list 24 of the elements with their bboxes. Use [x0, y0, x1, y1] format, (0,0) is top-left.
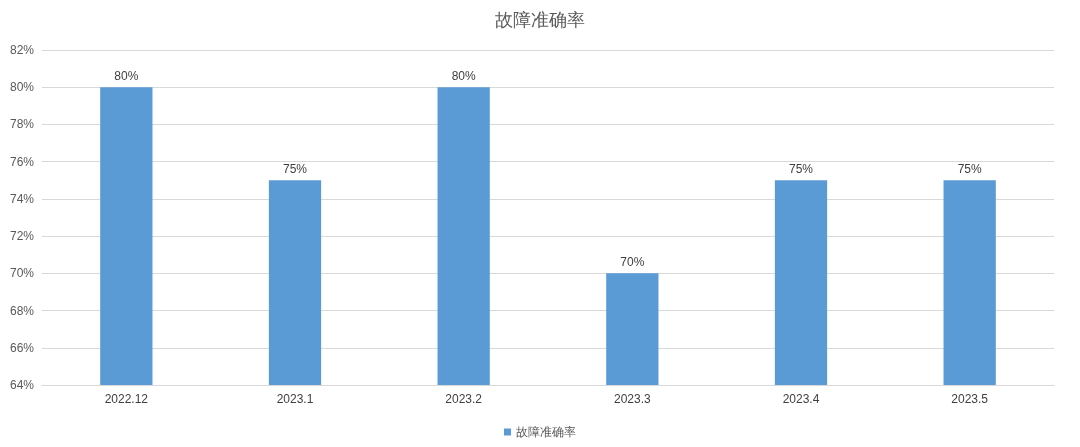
data-label: 70% [620, 255, 645, 270]
x-tick-label: 2022.12 [104, 392, 149, 406]
x-tick-label: 2023.1 [276, 392, 314, 406]
data-label: 80% [114, 69, 139, 84]
x-tick-label: 2023.4 [782, 392, 820, 406]
data-label: 75% [957, 162, 982, 177]
x-tick-label: 2023.5 [951, 392, 989, 406]
y-tick-label: 74% [9, 191, 35, 206]
y-tick-label: 72% [9, 229, 35, 244]
chart-title: 故障准确率 [495, 10, 585, 30]
y-tick-label: 68% [9, 303, 35, 318]
y-tick-label: 66% [9, 340, 35, 355]
y-tick-label: 80% [9, 80, 35, 95]
y-tick-label: 64% [9, 378, 35, 392]
data-label: 75% [282, 162, 308, 177]
data-label: 75% [788, 162, 814, 177]
y-tick-label: 70% [9, 266, 35, 281]
y-tick-label: 82% [9, 43, 35, 57]
x-tick-label: 2023.3 [613, 392, 652, 406]
data-label: 80% [451, 69, 476, 84]
x-tick-label: 2023.2 [445, 392, 483, 406]
legend-label: 故障准确率 [516, 425, 576, 439]
y-tick-label: 78% [9, 117, 35, 132]
y-tick-label: 76% [9, 154, 35, 169]
